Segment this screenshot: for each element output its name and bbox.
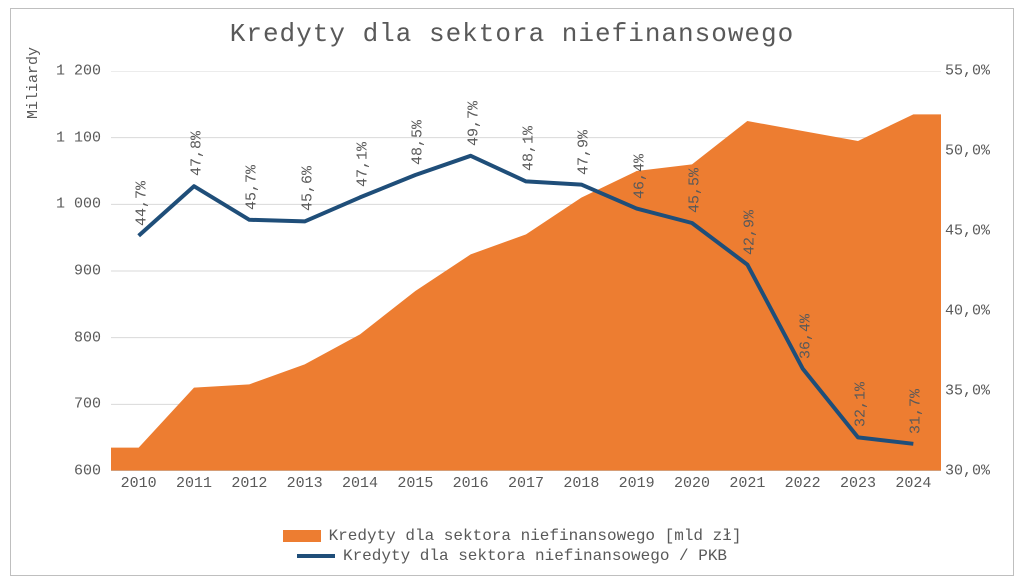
x-tick-label: 2020	[674, 475, 710, 492]
y-left-tick-label: 700	[31, 396, 101, 413]
y-right-tick-label: 30,0%	[945, 463, 1005, 480]
x-tick-label: 2012	[231, 475, 267, 492]
x-tick-label: 2021	[729, 475, 765, 492]
line-value-label: 46,4%	[631, 154, 648, 199]
line-value-label: 42,9%	[742, 210, 759, 255]
line-value-label: 36,4%	[797, 314, 814, 359]
y-right-tick-label: 45,0%	[945, 223, 1005, 240]
y-left-tick-label: 800	[31, 329, 101, 346]
y-left-tick-label: 600	[31, 463, 101, 480]
x-tick-label: 2011	[176, 475, 212, 492]
line-value-label: 45,7%	[244, 165, 261, 210]
x-tick-label: 2018	[563, 475, 599, 492]
legend-item-area: Kredyty dla sektora niefinansowego [mld …	[11, 527, 1013, 545]
y-right-tick-label: 40,0%	[945, 303, 1005, 320]
legend-swatch-area	[283, 530, 321, 542]
line-value-label: 31,7%	[908, 389, 925, 434]
x-tick-label: 2024	[895, 475, 931, 492]
legend-item-line: Kredyty dla sektora niefinansowego / PKB	[11, 547, 1013, 565]
line-value-label: 32,1%	[853, 382, 870, 427]
y-right-tick-label: 50,0%	[945, 143, 1005, 160]
x-tick-label: 2022	[785, 475, 821, 492]
line-value-label: 47,1%	[355, 142, 372, 187]
y-left-tick-label: 1 100	[31, 129, 101, 146]
legend-label-area: Kredyty dla sektora niefinansowego [mld …	[329, 527, 742, 545]
y-left-axis-title: Miliardy	[25, 47, 42, 119]
line-value-label: 45,5%	[687, 168, 704, 213]
y-left-tick-label: 900	[31, 263, 101, 280]
x-tick-label: 2023	[840, 475, 876, 492]
chart-title: Kredyty dla sektora niefinansowego	[11, 19, 1013, 49]
chart-frame: Kredyty dla sektora niefinansowego Milia…	[10, 8, 1014, 576]
legend: Kredyty dla sektora niefinansowego [mld …	[11, 525, 1013, 567]
x-tick-label: 2017	[508, 475, 544, 492]
line-value-label: 48,1%	[521, 126, 538, 171]
line-value-label: 44,7%	[133, 181, 150, 226]
x-tick-label: 2019	[619, 475, 655, 492]
legend-swatch-line	[297, 554, 335, 558]
line-value-label: 49,7%	[465, 101, 482, 146]
x-tick-label: 2016	[453, 475, 489, 492]
x-tick-label: 2013	[287, 475, 323, 492]
line-value-label: 48,5%	[410, 120, 427, 165]
x-tick-label: 2015	[397, 475, 433, 492]
y-right-tick-label: 55,0%	[945, 63, 1005, 80]
x-tick-label: 2010	[121, 475, 157, 492]
y-left-tick-label: 1 000	[31, 196, 101, 213]
line-value-label: 45,6%	[299, 166, 316, 211]
y-right-tick-label: 35,0%	[945, 383, 1005, 400]
line-value-label: 47,8%	[189, 131, 206, 176]
legend-label-line: Kredyty dla sektora niefinansowego / PKB	[343, 547, 727, 565]
plot-area: 6007008009001 0001 1001 20030,0%35,0%40,…	[111, 71, 941, 471]
x-tick-label: 2014	[342, 475, 378, 492]
y-left-tick-label: 1 200	[31, 63, 101, 80]
line-value-label: 47,9%	[576, 130, 593, 175]
